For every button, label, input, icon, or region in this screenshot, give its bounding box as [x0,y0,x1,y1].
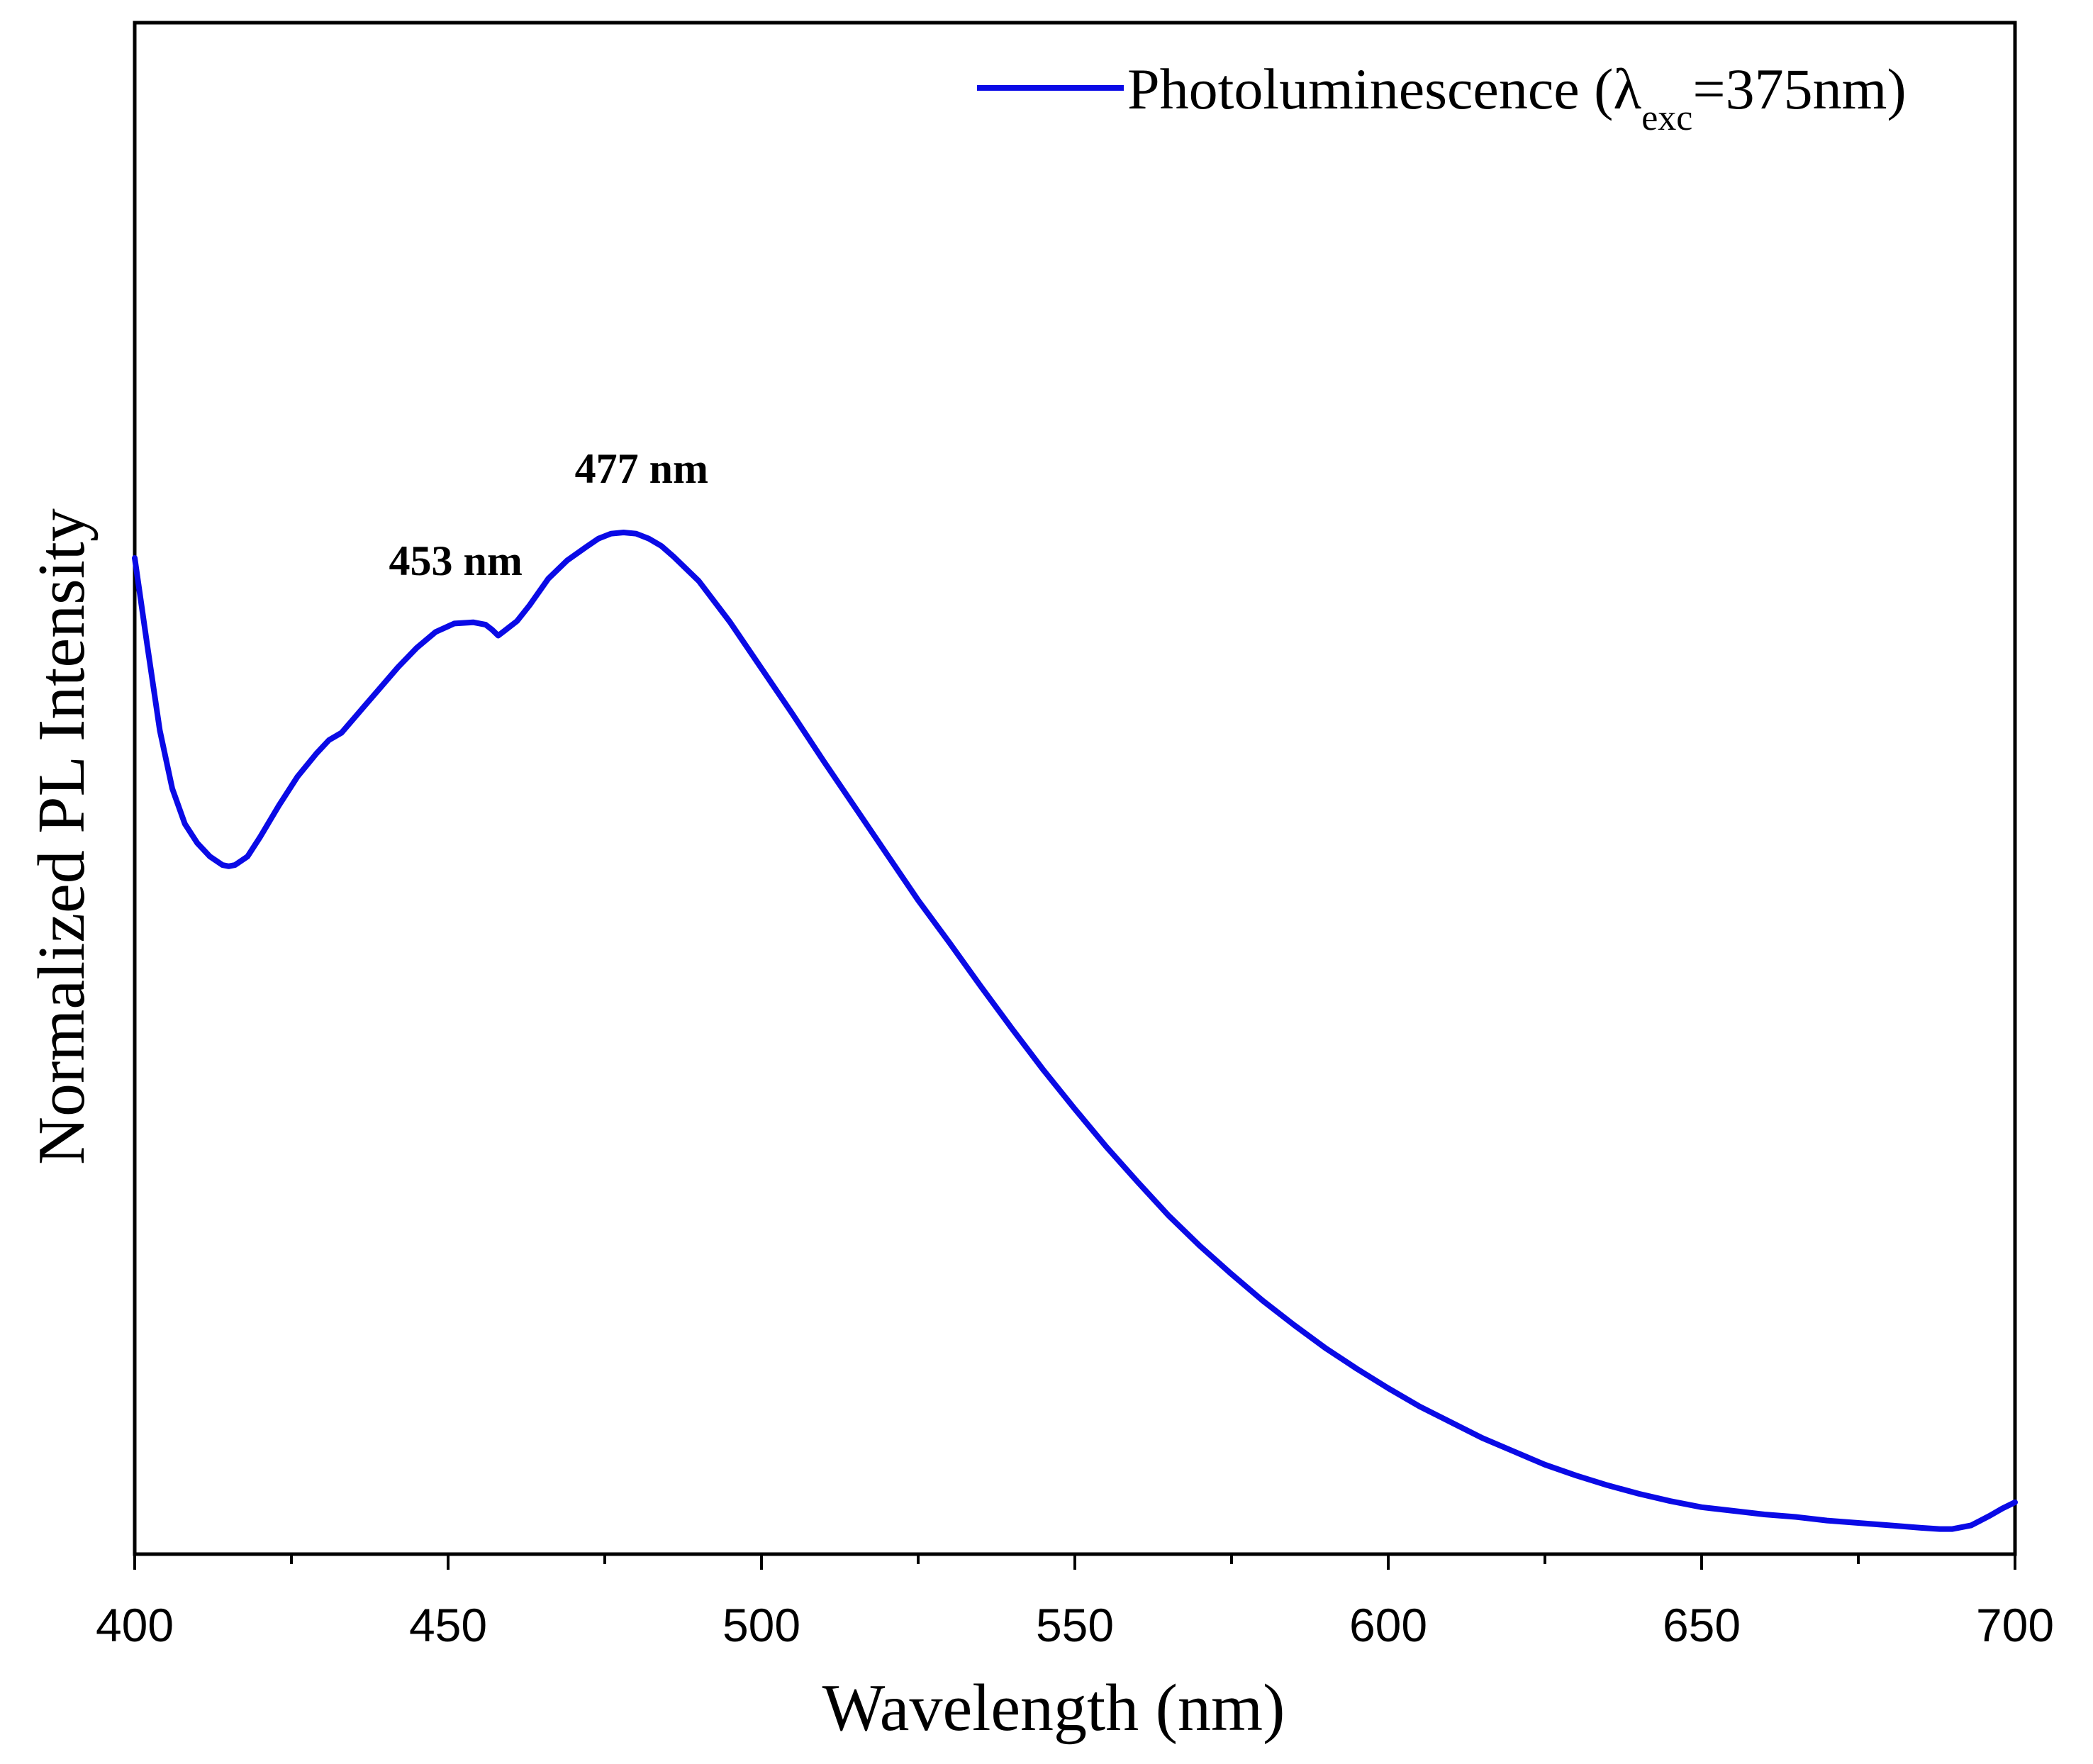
legend: Photoluminescence (λexc=375nm) [977,57,1907,138]
pl-series-line [132,530,2018,1532]
x-axis-tick-labels: 400 450 500 550 600 650 700 [96,1599,2054,1651]
x-tick-label-400: 400 [96,1599,174,1651]
x-axis-ticks [133,1554,2016,1570]
x-tick-label-450: 450 [409,1599,487,1651]
x-tick-label-500: 500 [722,1599,800,1651]
plot-frame [133,21,2017,1556]
peak-label-477: 477 nm [575,445,708,492]
y-axis-title: Normalized PL Intensity [25,508,99,1165]
x-tick-label-700: 700 [1976,1599,2054,1651]
x-tick-label-550: 550 [1036,1599,1114,1651]
x-axis-title: Wavelength (nm) [822,1671,1285,1745]
legend-label-sub: exc [1641,98,1692,138]
peak-label-453: 453 nm [389,537,523,584]
x-tick-label-600: 600 [1349,1599,1427,1651]
legend-label-suffix: =375nm) [1692,57,1906,121]
legend-label: Photoluminescence (λexc=375nm) [1127,57,1907,138]
x-tick-label-650: 650 [1663,1599,1741,1651]
legend-label-main: Photoluminescence (λ [1127,57,1641,121]
